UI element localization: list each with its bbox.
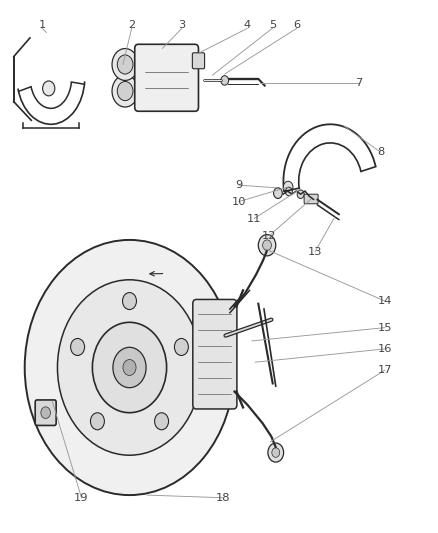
Text: 1: 1: [39, 20, 46, 30]
Text: 9: 9: [235, 180, 242, 190]
FancyBboxPatch shape: [135, 44, 198, 111]
Text: 8: 8: [377, 147, 384, 157]
Text: 11: 11: [247, 214, 261, 224]
Text: 2: 2: [128, 20, 135, 30]
Circle shape: [92, 322, 166, 413]
Text: 15: 15: [378, 322, 392, 333]
Text: 14: 14: [378, 296, 392, 306]
Circle shape: [42, 81, 55, 96]
Circle shape: [117, 55, 133, 74]
Circle shape: [112, 49, 138, 80]
Circle shape: [112, 75, 138, 107]
FancyBboxPatch shape: [192, 53, 205, 69]
Circle shape: [272, 448, 280, 457]
Circle shape: [263, 240, 272, 251]
Text: 5: 5: [268, 20, 276, 30]
Circle shape: [221, 76, 229, 85]
Circle shape: [297, 190, 304, 198]
FancyBboxPatch shape: [193, 300, 237, 409]
Circle shape: [274, 188, 283, 198]
Text: 7: 7: [355, 78, 362, 88]
Text: 3: 3: [178, 20, 186, 30]
Text: 13: 13: [308, 247, 322, 256]
Circle shape: [57, 280, 201, 455]
Text: 18: 18: [216, 492, 231, 503]
Circle shape: [268, 443, 284, 462]
Circle shape: [90, 413, 104, 430]
Circle shape: [113, 348, 146, 387]
Circle shape: [25, 240, 234, 495]
FancyBboxPatch shape: [304, 194, 318, 204]
Circle shape: [174, 338, 188, 356]
Circle shape: [286, 187, 292, 196]
FancyBboxPatch shape: [35, 400, 56, 425]
Text: 4: 4: [244, 20, 251, 30]
Text: 19: 19: [74, 492, 89, 503]
Text: 16: 16: [378, 344, 392, 354]
Circle shape: [123, 293, 137, 310]
Text: 17: 17: [378, 365, 392, 375]
Text: 12: 12: [262, 231, 276, 241]
Circle shape: [155, 413, 169, 430]
Circle shape: [258, 235, 276, 256]
Circle shape: [117, 82, 133, 101]
Circle shape: [41, 407, 50, 418]
Text: 10: 10: [231, 197, 246, 207]
Circle shape: [123, 360, 136, 375]
Circle shape: [71, 338, 85, 356]
Circle shape: [283, 181, 293, 193]
Text: 6: 6: [293, 20, 300, 30]
